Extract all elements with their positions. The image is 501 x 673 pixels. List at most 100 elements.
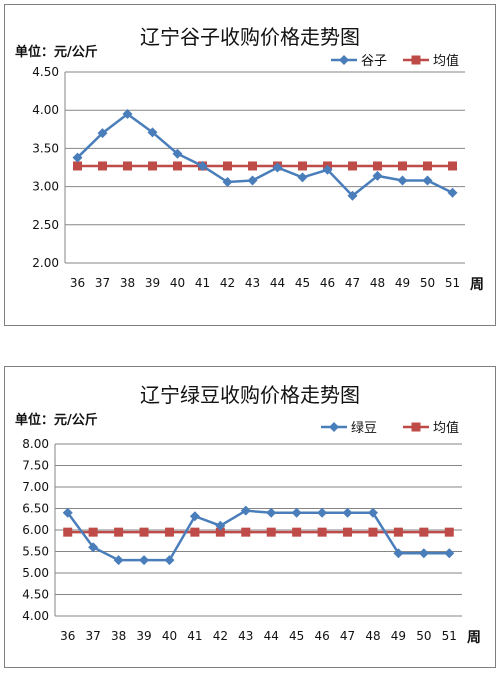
x-tick-label: 47 [345,276,360,290]
price-point [347,190,358,201]
mungbean-chart-panel: 辽宁绿豆收购价格走势图 单位：元/公斤 4.00 4.50 5.00 5.50 6.00… [4,366,496,668]
price-point [367,507,378,518]
legend-label: 均值 [433,53,459,69]
average-point [173,161,182,171]
price-point [297,172,308,183]
y-axis-unit-label: 单位：元/公斤 [15,45,98,60]
price-point [164,555,175,566]
y-tick-label: 2.50 [32,218,59,232]
average-point [73,161,82,171]
price-point [222,177,233,188]
legend-marker [411,422,421,432]
price-point [215,520,226,531]
x-tick-label: 49 [395,276,410,290]
price-point [247,175,258,186]
price-point [62,507,73,518]
price-point [240,505,251,516]
x-tick-label: 48 [370,276,385,290]
average-point [114,527,124,537]
average-point [448,161,457,171]
average-point [373,161,382,171]
average-point [398,161,407,171]
price-point [291,507,302,518]
x-tick-label: 44 [264,629,279,643]
price-point [266,507,277,518]
price-point [317,507,328,518]
price-point [172,148,183,159]
price-point [444,548,455,559]
price-point [418,548,429,559]
average-point [393,527,403,537]
x-tick-label: 45 [295,276,310,290]
average-point [343,527,353,537]
average-point [444,527,454,537]
x-tick-label: 46 [314,629,329,643]
series-line-price [66,509,450,562]
average-point [292,527,302,537]
average-point [63,527,73,537]
average-point [423,161,432,171]
x-tick-label: 49 [391,629,406,643]
price-point [272,162,283,173]
legend-marker [339,55,349,65]
average-point [148,161,157,171]
chart-title: 辽宁绿豆收购价格走势图 [140,383,360,407]
x-tick-label: 44 [270,276,285,290]
average-point [139,527,149,537]
x-tick-label: 42 [213,629,228,643]
x-tick-label: 41 [195,276,210,290]
x-tick-label: 40 [170,276,185,290]
price-point [113,555,124,566]
x-tick-label: 41 [187,629,202,643]
x-tick-label: 37 [95,276,110,290]
price-point [342,507,353,518]
x-axis-label: 周 [467,630,481,646]
x-tick-label: 47 [340,629,355,643]
price-point [97,128,108,139]
average-point [98,161,107,171]
x-tick-label: 38 [111,629,126,643]
series-line-price [76,112,454,198]
average-point [419,527,429,537]
price-point [122,109,133,120]
price-point [397,175,408,186]
price-point [72,152,83,163]
y-tick-label: 5.50 [22,545,49,559]
average-point [164,527,174,537]
average-point [298,161,307,171]
average-point [248,161,257,171]
price-point [197,160,208,171]
chart-title: 辽宁谷子收购价格走势图 [140,25,360,49]
average-point [190,527,200,537]
y-tick-label: 3.50 [32,141,59,155]
y-tick-label: 6.00 [22,523,49,537]
average-point [241,527,251,537]
y-tick-label: 7.00 [22,480,49,494]
x-tick-label: 42 [220,276,235,290]
x-tick-label: 36 [60,629,75,643]
price-point [393,548,404,559]
average-point [317,527,327,537]
x-tick-label: 51 [442,629,457,643]
x-tick-label: 50 [416,629,431,643]
y-tick-label: 4.50 [22,588,49,602]
millet-price-chart: 2.00 2.50 3.00 3.50 4.00 4.50 36 37 38 39 40 41 42 43… [32,53,484,293]
x-tick-label: 48 [365,629,380,643]
legend-marker [411,55,421,65]
y-tick-label: 4.50 [32,65,59,79]
millet-chart-panel: 辽宁谷子收购价格走势图 单位：元/公斤 2.00 2.50 3.00 3.50 4.00… [4,4,496,326]
x-tick-label: 43 [238,629,253,643]
x-tick-label: 46 [320,276,335,290]
price-point [139,555,150,566]
x-tick-label: 36 [70,276,85,290]
price-point [372,170,383,181]
y-tick-label: 4.00 [22,609,49,623]
price-point [147,127,158,138]
x-tick-label: 39 [136,629,151,643]
average-point [348,161,357,171]
x-tick-label: 40 [162,629,177,643]
x-tick-label: 39 [145,276,160,290]
average-point [215,527,225,537]
average-point [88,527,98,537]
x-axis-label: 周 [470,277,484,293]
